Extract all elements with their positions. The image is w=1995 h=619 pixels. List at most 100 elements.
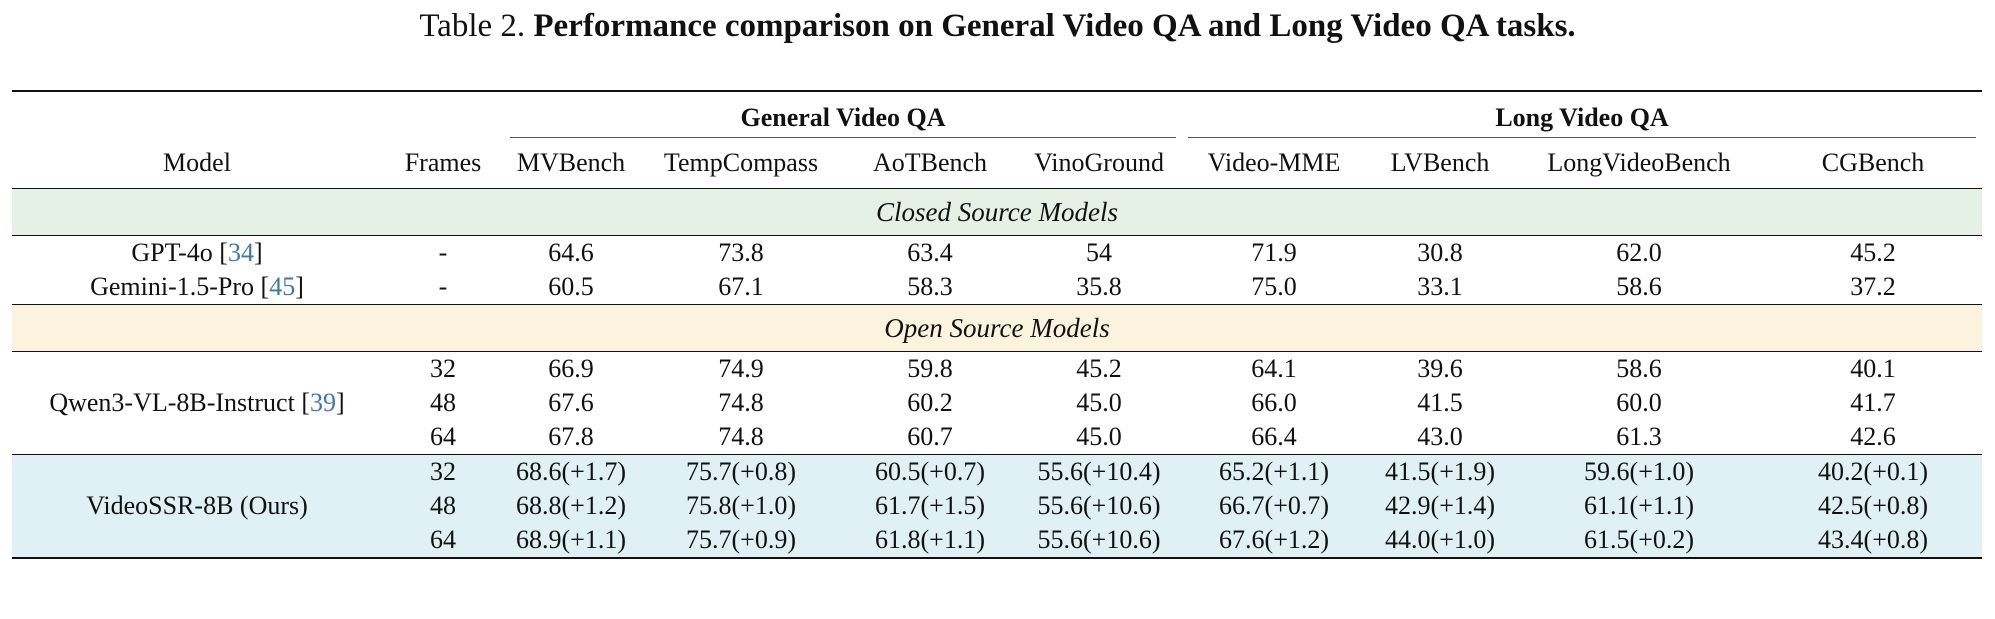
cell: 39.6 xyxy=(1366,351,1515,386)
column-header: MVBench xyxy=(516,148,626,177)
cell: 64 xyxy=(430,422,456,451)
column-header: VinoGround xyxy=(1034,148,1164,177)
cell: 54 xyxy=(1016,235,1183,270)
table-row: VideoSSR-8B (Ours) 32 68.6(+1.7) 75.7(+0… xyxy=(12,454,1983,558)
cell: 67.1 xyxy=(718,272,764,301)
cell: 61.7(+1.5) xyxy=(844,489,1016,523)
cell: 61.5(+0.2) xyxy=(1514,523,1765,558)
cell: 40.1 xyxy=(1764,351,1983,386)
column-header: CGBench xyxy=(1821,148,1925,177)
cell: 40.2(+0.1) xyxy=(1764,454,1983,489)
cell: 63.4 xyxy=(844,235,1016,270)
cell: - xyxy=(382,235,504,270)
cell: 64 xyxy=(382,523,504,558)
column-header: LVBench xyxy=(1390,148,1490,177)
cell: 61.8(+1.1) xyxy=(844,523,1016,558)
cell: 41.7 xyxy=(1850,388,1896,417)
cell: 42.6 xyxy=(1850,422,1896,451)
cell: 67.6 xyxy=(548,388,594,417)
cell: 45.0 xyxy=(1076,422,1122,451)
table-row: 64 67.8 74.8 60.7 45.0 66.4 43.0 61.3 42… xyxy=(12,420,1982,455)
cell: 55.6(+10.4) xyxy=(1016,454,1183,489)
column-header: Model xyxy=(163,148,231,177)
cell: 42.5(+0.8) xyxy=(1764,489,1983,523)
cell: 60.0 xyxy=(1616,388,1662,417)
cell: 74.8 xyxy=(718,422,764,451)
caption-prefix: Table 2. xyxy=(419,8,526,44)
table-caption: Table 2. Performance comparison on Gener… xyxy=(0,6,1995,46)
cell: 32 xyxy=(382,454,504,489)
column-header: TempCompass xyxy=(663,148,819,177)
cell: 68.6(+1.7) xyxy=(504,454,638,489)
cell: 68.9(+1.1) xyxy=(504,523,638,558)
cell: 61.3 xyxy=(1616,422,1662,451)
cell: 58.6 xyxy=(1616,272,1662,301)
section-label: Closed Source Models xyxy=(12,188,1983,236)
group-long-video-qa: Long Video QA xyxy=(1182,91,1982,138)
cell: 64.1 xyxy=(1182,351,1367,386)
cell: 59.6(+1.0) xyxy=(1514,454,1765,489)
group-header-row: General Video QA Long Video QA xyxy=(12,91,1983,138)
cell: 60.2 xyxy=(907,388,953,417)
cell: 45.2 xyxy=(1764,235,1983,270)
cell: 48 xyxy=(382,489,504,523)
cell: 75.7(+0.8) xyxy=(638,454,844,489)
citation-link[interactable]: 45 xyxy=(269,272,296,301)
cell: 60.5 xyxy=(548,272,594,301)
cell: 60.5(+0.7) xyxy=(844,454,1016,489)
table-row: 48 67.6 74.8 60.2 45.0 66.0 41.5 60.0 41… xyxy=(12,386,1982,420)
cell: 71.9 xyxy=(1182,235,1367,270)
cell: 74.9 xyxy=(638,351,844,386)
cell: 67.6(+1.2) xyxy=(1182,523,1367,558)
cell: 66.9 xyxy=(504,351,638,386)
cell: 66.0 xyxy=(1251,388,1297,417)
caption-title: Performance comparison on General Video … xyxy=(533,8,1576,44)
model-name: Gemini-1.5-Pro [45] xyxy=(90,272,304,301)
cell: 66.7(+0.7) xyxy=(1182,489,1367,523)
cell: 61.1(+1.1) xyxy=(1514,489,1765,523)
cell: 75.8(+1.0) xyxy=(638,489,844,523)
citation-link[interactable]: 34 xyxy=(227,238,254,267)
cell: 55.6(+10.6) xyxy=(1016,523,1183,558)
model-name: Qwen3-VL-8B-Instruct [39] xyxy=(12,351,382,455)
table-row: 48 68.8(+1.2) 75.8(+1.0) 61.7(+1.5) 55.6… xyxy=(12,489,1983,523)
cell: 48 xyxy=(430,388,456,417)
cell: 73.8 xyxy=(638,235,844,270)
cell: 42.9(+1.4) xyxy=(1366,489,1515,523)
cell: 75.7(+0.9) xyxy=(638,523,844,558)
column-header: LongVideoBench xyxy=(1547,148,1731,177)
cell: 55.6(+10.6) xyxy=(1016,489,1183,523)
citation-link[interactable]: 39 xyxy=(309,388,336,417)
cell: 33.1 xyxy=(1417,272,1463,301)
section-open-source: Open Source Models xyxy=(12,304,1983,352)
cell: - xyxy=(438,272,448,301)
cell: 45.2 xyxy=(1016,351,1183,386)
cell: 64.6 xyxy=(504,235,638,270)
cell: 41.5 xyxy=(1417,388,1463,417)
cell: 59.8 xyxy=(844,351,1016,386)
table-row: Qwen3-VL-8B-Instruct [39] 32 66.9 74.9 5… xyxy=(12,351,1983,455)
cell: 62.0 xyxy=(1514,235,1765,270)
column-header-row: Model Frames MVBench TempCompass AoTBenc… xyxy=(12,138,1982,189)
results-table: General Video QA Long Video QA Model Fra… xyxy=(12,90,1983,559)
column-header: AoTBench xyxy=(872,148,988,177)
cell: 41.5(+1.9) xyxy=(1366,454,1515,489)
group-general-video-qa: General Video QA xyxy=(504,91,1182,138)
cell: 68.8(+1.2) xyxy=(504,489,638,523)
section-closed-source: Closed Source Models xyxy=(12,188,1983,236)
cell: 66.4 xyxy=(1251,422,1297,451)
cell: 32 xyxy=(382,351,504,386)
model-name: VideoSSR-8B (Ours) xyxy=(12,454,382,558)
cell: 37.2 xyxy=(1850,272,1896,301)
column-header: Video-MME xyxy=(1207,148,1341,177)
cell: 67.8 xyxy=(548,422,594,451)
cell: 58.6 xyxy=(1514,351,1765,386)
cell: 75.0 xyxy=(1251,272,1297,301)
column-header: Frames xyxy=(404,148,482,177)
model-name: GPT-4o [34] xyxy=(12,235,382,270)
cell: 44.0(+1.0) xyxy=(1366,523,1515,558)
cell: 30.8 xyxy=(1366,235,1515,270)
cell: 74.8 xyxy=(718,388,764,417)
cell: 35.8 xyxy=(1076,272,1122,301)
cell: 65.2(+1.1) xyxy=(1182,454,1367,489)
